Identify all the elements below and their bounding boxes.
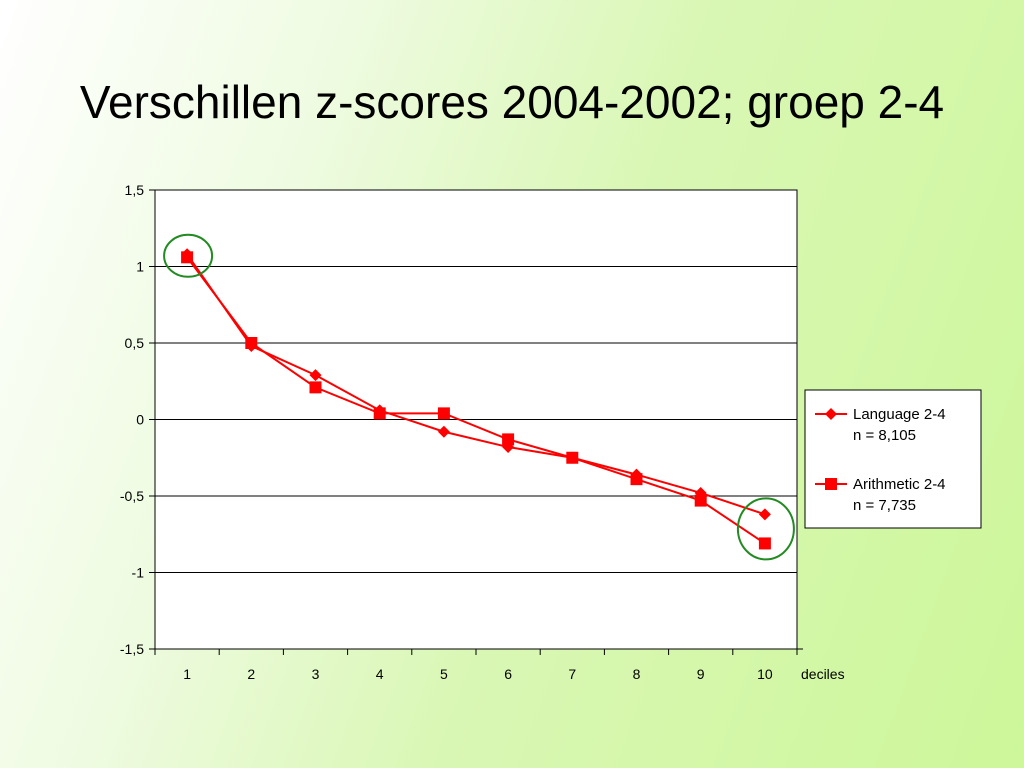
x-tick-label: 6 [504, 666, 512, 682]
x-tick-label: 9 [697, 666, 705, 682]
data-point-diamond [825, 408, 837, 420]
data-point-square [694, 494, 707, 507]
data-point-square [309, 381, 322, 394]
series-markers [181, 248, 771, 550]
y-tick-label: 0,5 [125, 335, 145, 351]
slide-title: Verschillen z-scores 2004-2002; groep 2-… [79, 76, 945, 128]
series-line-2 [186, 256, 766, 545]
x-tick-label: 7 [568, 666, 576, 682]
x-axis-label: deciles [801, 666, 845, 682]
highlight-circles [163, 233, 795, 561]
y-tick-label: -1,5 [120, 641, 144, 657]
data-point-square [373, 407, 386, 420]
x-tick-label: 2 [247, 666, 255, 682]
legend-sublabel: n = 8,105 [853, 427, 916, 444]
highlight-circle [736, 497, 795, 561]
legend-label: Language 2-4 [853, 406, 946, 423]
data-point-diamond [758, 508, 771, 521]
data-point-diamond [437, 425, 450, 438]
highlight-circle [163, 233, 214, 278]
series-line-1 [186, 253, 766, 516]
x-tick-label: 8 [633, 666, 641, 682]
y-tick-label: -1 [132, 565, 145, 581]
x-tick-label: 3 [312, 666, 320, 682]
data-point-square [245, 337, 258, 349]
y-tick-label: 0 [136, 412, 144, 428]
legend-sublabel: n = 7,735 [853, 497, 916, 514]
data-point-square [181, 251, 194, 264]
x-tick-label: 5 [440, 666, 448, 682]
data-point-diamond [309, 369, 322, 382]
data-point-square [758, 537, 771, 550]
x-axis: 1 2 3 4 5 6 7 8 9 10 deciles [154, 648, 845, 682]
legend-label: Arithmetic 2-4 [853, 476, 946, 493]
y-tick-label: 1,5 [125, 182, 145, 198]
y-tick-label: 1 [136, 259, 144, 275]
data-point-square [437, 407, 450, 420]
y-tick-label: -0,5 [120, 488, 144, 504]
legend: Language 2-4 n = 8,105 Arithmetic 2-4 n = 7… [804, 389, 982, 529]
data-point-square [630, 473, 643, 486]
data-point-square [825, 478, 837, 490]
data-point-square [566, 451, 579, 464]
y-axis: 1,5 1 0,5 0 -0,5 -1 -1,5 [120, 182, 156, 657]
x-tick-label: 4 [376, 666, 384, 682]
series-lines [186, 253, 766, 545]
x-tick-label: 1 [183, 666, 191, 682]
data-point-square [502, 433, 515, 446]
x-tick-label: 10 [757, 666, 773, 682]
